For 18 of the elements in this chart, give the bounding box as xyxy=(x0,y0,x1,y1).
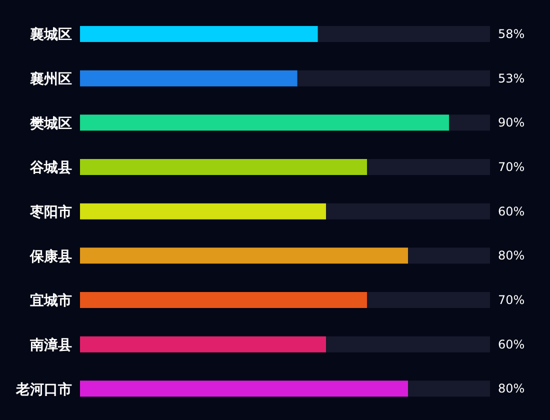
y-tick-label: 老河口市 xyxy=(15,380,72,398)
data-label: 80% xyxy=(498,382,525,396)
data-label: 60% xyxy=(498,337,525,352)
y-tick-label: 枣阳市 xyxy=(29,203,72,220)
data-label: 53% xyxy=(498,71,525,86)
y-tick-label: 襄城区 xyxy=(29,26,72,44)
y-tick-label: 宜城市 xyxy=(30,292,72,310)
y-tick-label: 保康县 xyxy=(29,248,72,265)
y-tick-label: 谷城县 xyxy=(29,160,72,176)
data-label: 70% xyxy=(498,293,525,307)
y-tick-label: 樊城区 xyxy=(29,116,72,132)
data-label: 70% xyxy=(498,160,525,174)
data-label: 60% xyxy=(498,204,525,218)
data-label: 80% xyxy=(498,248,525,263)
y-tick-label: 南漳县 xyxy=(29,336,72,354)
y-tick-label: 襄州区 xyxy=(29,70,72,88)
data-label: 90% xyxy=(498,116,525,130)
data-label: 58% xyxy=(498,27,525,41)
